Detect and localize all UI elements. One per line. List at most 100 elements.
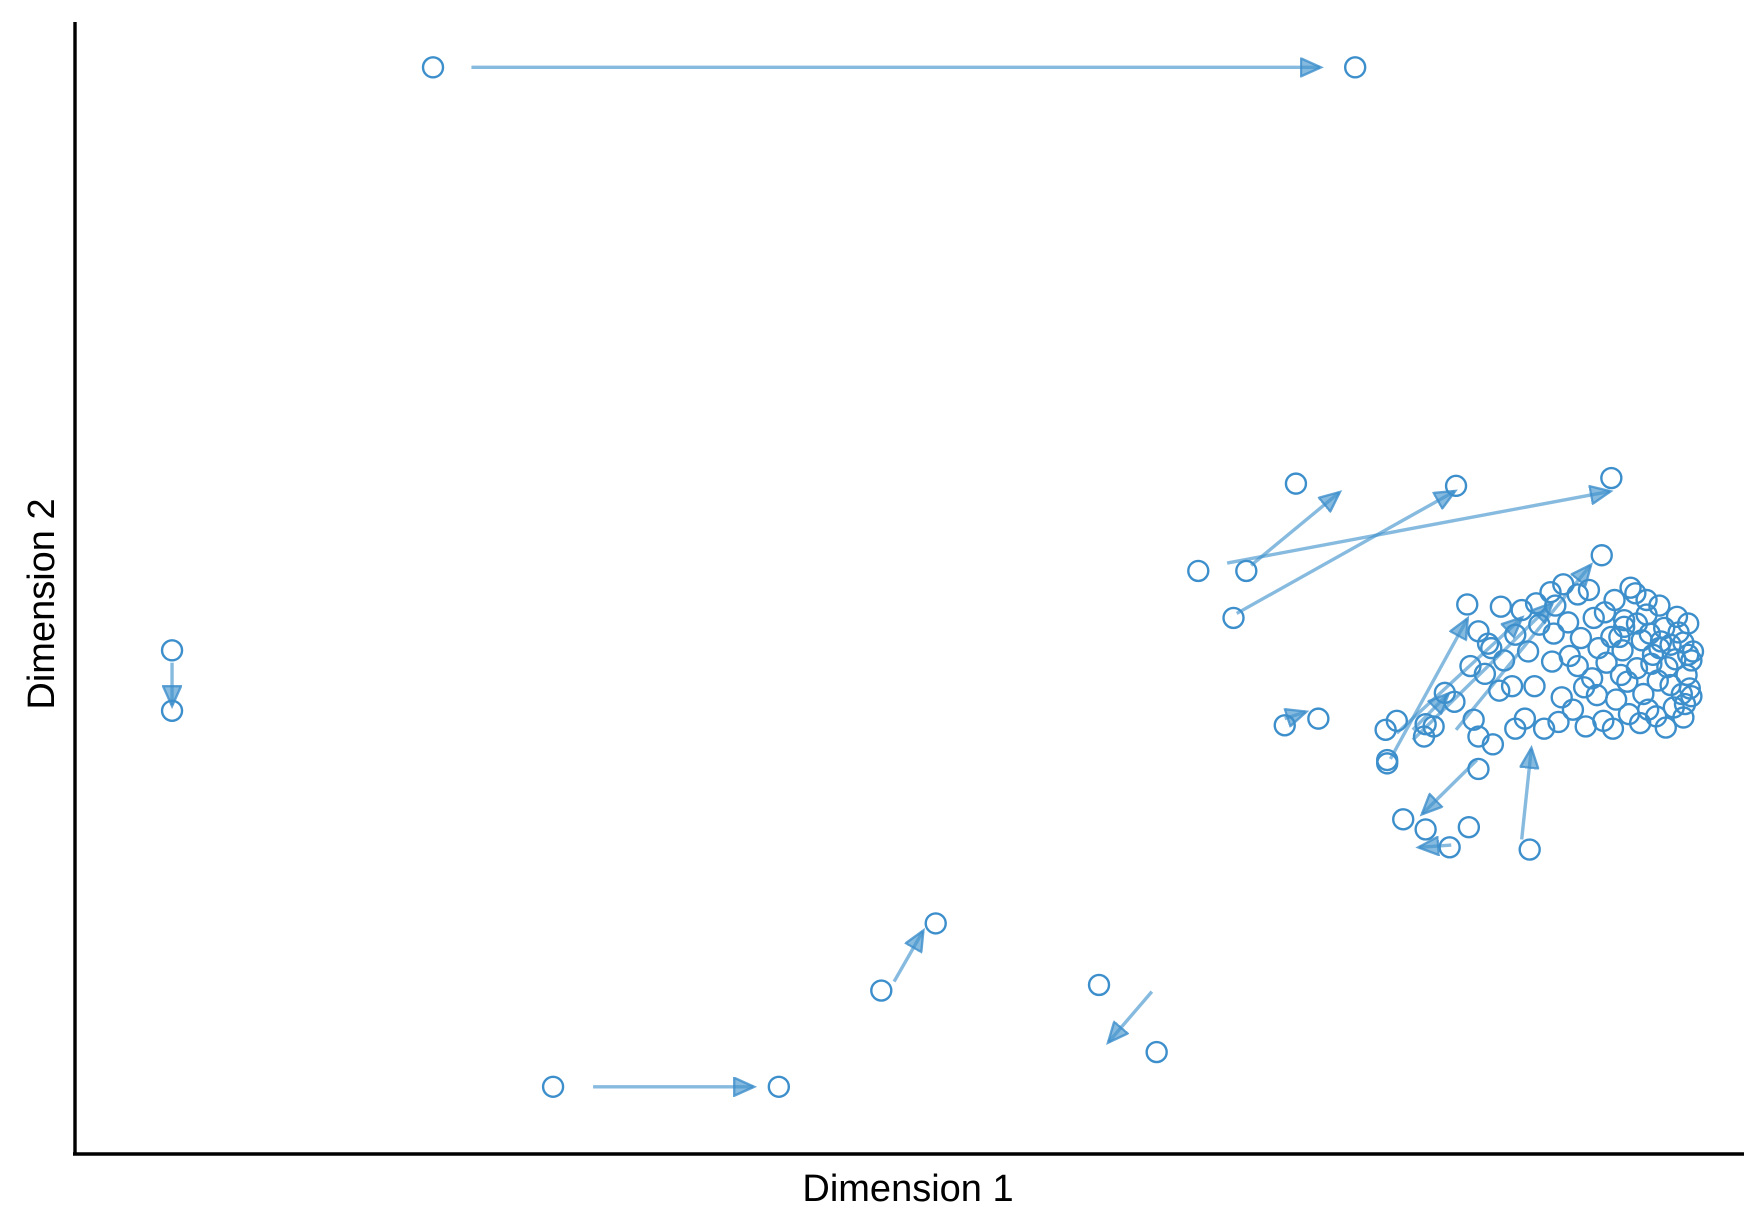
data-point — [1476, 632, 1500, 655]
data-point — [1516, 640, 1540, 663]
data-point — [1385, 709, 1409, 733]
data-point — [1444, 474, 1468, 498]
data-point — [1612, 615, 1636, 639]
data-point — [924, 912, 947, 935]
movement-arrow — [1109, 990, 1154, 1042]
movement-arrow — [1419, 845, 1452, 847]
data-point — [1611, 639, 1634, 662]
data-point — [1569, 626, 1593, 650]
data-point — [1523, 674, 1546, 698]
data-point — [1510, 598, 1533, 622]
data-point — [1438, 836, 1461, 859]
data-point — [1601, 717, 1625, 740]
data-point — [1659, 633, 1682, 656]
movement-arrow — [1285, 712, 1306, 719]
data-point — [1488, 679, 1511, 702]
data-point — [1665, 605, 1689, 628]
data-point — [767, 1075, 791, 1098]
data-point — [1616, 670, 1639, 693]
data-point — [1457, 815, 1481, 839]
data-point — [1222, 606, 1245, 630]
movement-arrow — [1226, 491, 1610, 565]
arrows-layer — [172, 67, 1610, 1086]
data-point — [1504, 717, 1527, 740]
data-point — [1654, 716, 1677, 739]
movement-arrow — [1388, 619, 1467, 760]
data-point — [870, 979, 893, 1002]
data-point — [1566, 654, 1589, 678]
movement-arrow — [1395, 618, 1522, 735]
data-point — [1544, 594, 1567, 617]
data-point — [1489, 595, 1513, 618]
data-point — [1681, 640, 1705, 663]
data-point — [1635, 588, 1658, 612]
data-point — [1680, 685, 1703, 708]
data-point — [1528, 613, 1551, 636]
data-point — [1676, 643, 1700, 667]
data-point — [1518, 838, 1541, 861]
data-point — [1672, 706, 1695, 729]
data-point — [1459, 654, 1482, 678]
data-point — [1414, 818, 1437, 841]
data-point — [1667, 621, 1690, 644]
data-point — [1462, 708, 1485, 731]
data-point — [160, 699, 184, 722]
movement-arrow — [892, 931, 923, 983]
data-point — [1632, 682, 1655, 706]
movement-arrow — [1411, 694, 1448, 731]
movement-arrow — [1235, 491, 1455, 615]
data-point — [1649, 630, 1673, 653]
data-point — [1635, 603, 1658, 626]
data-point — [1456, 593, 1479, 616]
data-point — [1235, 559, 1258, 583]
data-point — [1670, 682, 1693, 706]
data-point — [1595, 651, 1618, 674]
data-point — [1612, 608, 1636, 632]
data-point — [541, 1075, 565, 1098]
data-point — [1604, 688, 1628, 711]
data-point — [160, 639, 184, 662]
data-point — [1609, 663, 1633, 687]
movement-arrow — [1250, 493, 1339, 567]
data-point — [1680, 649, 1703, 672]
data-point — [1585, 683, 1609, 707]
data-point — [1574, 715, 1597, 738]
x-axis-label: Dimension 1 — [802, 1168, 1013, 1210]
data-point — [1582, 606, 1605, 630]
data-point — [1539, 580, 1562, 604]
data-point — [1504, 623, 1527, 646]
data-point — [1087, 973, 1111, 997]
data-point — [1636, 698, 1660, 721]
data-point — [1593, 601, 1617, 624]
data-point — [1600, 466, 1623, 490]
data-point — [1624, 582, 1647, 605]
data-point — [1467, 757, 1490, 781]
data-point — [1608, 625, 1631, 649]
data-point — [1480, 636, 1503, 660]
data-point — [1561, 698, 1585, 721]
data-point — [1556, 611, 1580, 634]
data-point — [1422, 715, 1445, 738]
data-point — [1500, 674, 1524, 698]
data-point — [1481, 733, 1505, 756]
data-point — [1187, 559, 1210, 583]
points-layer — [160, 56, 1705, 1098]
data-point — [1343, 56, 1367, 79]
data-point — [1547, 710, 1570, 734]
data-point — [1566, 583, 1589, 606]
data-point — [1590, 544, 1613, 567]
y-axis-label: Dimension 2 — [21, 498, 63, 709]
data-point — [1307, 707, 1330, 730]
data-point — [1443, 690, 1466, 714]
data-point — [1532, 717, 1556, 740]
data-point — [1492, 649, 1516, 672]
data-point — [1619, 576, 1642, 599]
movement-arrow — [1522, 749, 1532, 840]
data-point — [1577, 578, 1601, 602]
data-point — [1640, 652, 1663, 675]
data-point — [421, 56, 445, 79]
data-point — [1284, 472, 1308, 495]
data-point — [1628, 711, 1652, 735]
data-point — [1376, 748, 1399, 772]
